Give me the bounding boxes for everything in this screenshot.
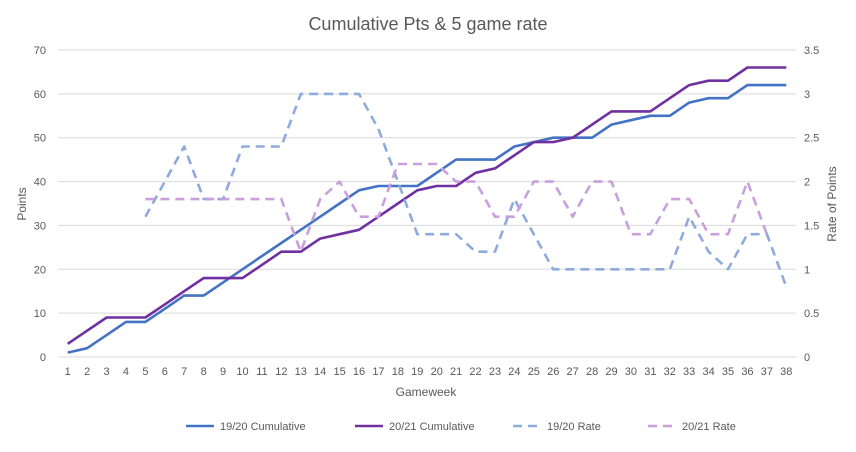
x-tick-label: 33 <box>683 366 695 378</box>
x-tick-label: 15 <box>333 366 345 378</box>
x-tick-label: 18 <box>392 366 404 378</box>
x-tick-label: 2 <box>84 366 90 378</box>
y2-tick-label: 3 <box>804 89 810 101</box>
x-tick-label: 4 <box>123 366 129 378</box>
x-tick-label: 9 <box>220 366 226 378</box>
x-tick-label: 29 <box>605 366 617 378</box>
y-tick-label: 20 <box>34 264 46 276</box>
y2-tick-label: 2 <box>804 177 810 189</box>
chart-title: Cumulative Pts & 5 game rate <box>308 14 547 34</box>
y2-tick-label: 3.5 <box>804 45 819 57</box>
x-tick-label: 14 <box>314 366 326 378</box>
x-tick-label: 12 <box>275 366 287 378</box>
series-lines <box>66 66 788 354</box>
legend: 19/20 Cumulative 20/21 Cumulative 19/20 Ra… <box>186 421 736 433</box>
legend-label: 19/20 Cumulative <box>220 421 306 433</box>
x-tick-label: 34 <box>702 366 714 378</box>
y2-axis-label: Rate of Points <box>825 166 839 241</box>
legend-label: 20/21 Cumulative <box>389 421 475 433</box>
x-tick-label: 26 <box>547 366 559 378</box>
y2-tick-label: 2.5 <box>804 133 819 145</box>
y-tick-label: 10 <box>34 308 46 320</box>
x-tick-label: 31 <box>644 366 656 378</box>
y-tick-label: 70 <box>34 45 46 57</box>
x-tick-label: 5 <box>142 366 148 378</box>
x-tick-label: 10 <box>236 366 248 378</box>
y2-tick-label: 0.5 <box>804 308 819 320</box>
x-axis: 1 2 3 4 5 6 7 8 9 10 11 12 13 14 15 16 17 18 19 20 21 22 23 24 2… <box>65 366 793 378</box>
y-axis-right: 0 0.5 1 1.5 2 2.5 3 3.5 <box>804 45 819 364</box>
x-tick-label: 23 <box>489 366 501 378</box>
y2-tick-label: 1 <box>804 264 810 276</box>
y-axis-left: 0 10 20 30 40 50 60 70 <box>34 45 46 364</box>
x-tick-label: 11 <box>256 366 267 378</box>
x-tick-label: 1 <box>65 366 71 378</box>
series-line-1 <box>67 83 787 354</box>
series-line-3 <box>144 92 788 288</box>
y-tick-label: 40 <box>34 177 46 189</box>
x-tick-label: 27 <box>567 366 579 378</box>
x-tick-label: 36 <box>741 366 753 378</box>
x-tick-label: 30 <box>625 366 637 378</box>
y-axis-label: Points <box>15 187 29 220</box>
legend-label: 19/20 Rate <box>547 421 601 433</box>
x-axis-label: Gameweek <box>396 385 458 399</box>
y2-tick-label: 0 <box>804 352 810 364</box>
x-tick-label: 38 <box>780 366 792 378</box>
x-tick-label: 37 <box>761 366 773 378</box>
x-tick-label: 3 <box>103 366 109 378</box>
gridlines <box>58 49 796 358</box>
x-tick-label: 6 <box>162 366 168 378</box>
x-tick-label: 35 <box>722 366 734 378</box>
x-tick-label: 21 <box>450 366 462 378</box>
x-tick-label: 16 <box>353 366 365 378</box>
series-line-2 <box>66 66 787 345</box>
y-tick-label: 0 <box>40 352 46 364</box>
y-tick-label: 50 <box>34 133 46 145</box>
legend-label: 20/21 Rate <box>682 421 736 433</box>
x-tick-label: 25 <box>528 366 540 378</box>
x-tick-label: 7 <box>181 366 187 378</box>
x-tick-label: 8 <box>201 366 207 378</box>
x-tick-label: 20 <box>431 366 443 378</box>
x-tick-label: 24 <box>508 366 520 378</box>
series-line-4 <box>145 162 769 253</box>
x-tick-label: 22 <box>469 366 481 378</box>
y-tick-label: 30 <box>34 220 46 232</box>
x-tick-label: 28 <box>586 366 598 378</box>
x-tick-label: 17 <box>372 366 384 378</box>
y-tick-label: 60 <box>34 89 46 101</box>
x-tick-label: 32 <box>664 366 676 378</box>
x-tick-label: 19 <box>411 366 423 378</box>
x-tick-label: 13 <box>295 366 307 378</box>
y2-tick-label: 1.5 <box>804 220 819 232</box>
